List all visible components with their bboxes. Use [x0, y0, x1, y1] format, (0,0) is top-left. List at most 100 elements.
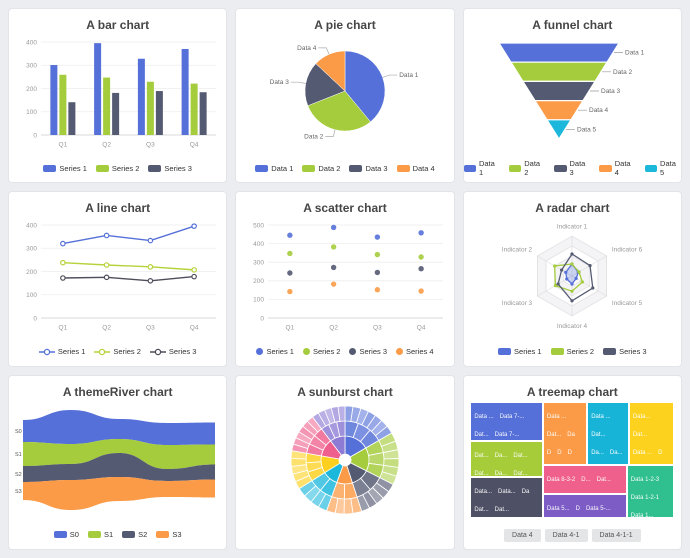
data-point[interactable] [588, 264, 592, 268]
legend-item[interactable]: Data 4 [599, 159, 635, 177]
data-point[interactable] [577, 270, 581, 274]
line-chart-canvas[interactable]: 0 100 200 300 400 Q1 Q2 Q3 Q4 [13, 218, 223, 334]
data-point[interactable] [418, 254, 424, 261]
legend-item[interactable]: Data 2 [508, 159, 545, 177]
river-band[interactable] [22, 409, 215, 445]
bar[interactable] [137, 58, 145, 135]
treemap-canvas[interactable]: Data ... Data 7-... Dat... Data 7-... Dat...… [470, 401, 675, 518]
funnel-segment[interactable] [498, 42, 621, 63]
data-point[interactable] [581, 280, 585, 284]
legend-item[interactable]: Series 1 [256, 347, 294, 356]
legend-item[interactable]: Series 2 [550, 347, 594, 356]
data-point[interactable] [147, 278, 153, 284]
pie-slice[interactable] [304, 63, 346, 107]
data-point[interactable] [330, 244, 337, 250]
legend-item[interactable]: S1 [87, 530, 113, 539]
funnel-segment[interactable] [510, 61, 609, 83]
bar[interactable] [59, 74, 67, 135]
data-point[interactable] [287, 232, 293, 239]
data-point[interactable] [591, 286, 595, 290]
legend-item[interactable]: Series 1 [43, 164, 87, 173]
data-point[interactable] [554, 284, 558, 288]
legend-item[interactable]: Data 3 [349, 164, 388, 173]
bar[interactable] [155, 91, 163, 135]
data-point[interactable] [330, 265, 337, 271]
data-point[interactable] [59, 241, 66, 247]
river-band[interactable] [22, 476, 215, 510]
treemap-block[interactable]: Data ...Dat...Da...Da...Dat...Data 9-1-3… [587, 401, 629, 465]
line-series[interactable] [62, 262, 194, 271]
pie-slice[interactable] [307, 90, 371, 132]
data-point[interactable] [287, 251, 293, 257]
legend-item[interactable]: S3 [156, 530, 182, 539]
legend-item[interactable]: Data 4 [396, 164, 435, 173]
data-point[interactable] [103, 232, 110, 239]
data-point[interactable] [59, 275, 66, 282]
data-point[interactable] [570, 252, 574, 256]
line-series[interactable] [62, 225, 195, 245]
legend-item[interactable]: S2 [122, 530, 147, 539]
legend-item[interactable]: Data 5 [644, 159, 681, 177]
funnel-segment[interactable] [546, 119, 573, 141]
pie-slice[interactable] [315, 50, 346, 92]
bar[interactable] [93, 43, 101, 135]
bar[interactable] [111, 92, 119, 135]
legend-item[interactable]: Series 3 [349, 347, 387, 356]
legend-item[interactable]: Data 2 [302, 164, 340, 173]
data-point[interactable] [570, 262, 574, 266]
bar-chart-canvas[interactable]: 0 100 200 300 400 Q1 Q2 Q3 Q4 [13, 35, 223, 151]
legend-item[interactable]: Series 2 [302, 347, 340, 356]
legend-item[interactable]: Series 3 [603, 347, 647, 356]
legend-item[interactable]: Data 1 [463, 159, 500, 177]
data-point[interactable] [564, 271, 568, 275]
data-point[interactable] [570, 282, 574, 286]
data-point[interactable] [570, 289, 574, 294]
river-band[interactable] [22, 452, 215, 482]
data-point[interactable] [374, 252, 381, 258]
bar[interactable] [50, 65, 58, 135]
data-point[interactable] [570, 299, 574, 303]
data-point[interactable] [147, 238, 153, 244]
data-point[interactable] [374, 287, 381, 293]
data-point[interactable] [330, 225, 337, 231]
legend-item[interactable]: Series 2 [95, 164, 139, 173]
radar-chart-canvas[interactable]: Indicator 1 Indicator 2 Indicator 3 Indicat… [467, 218, 677, 334]
data-point[interactable] [287, 289, 293, 295]
breadcrumb-item[interactable]: Data 4-1 [544, 528, 588, 542]
bar[interactable] [190, 83, 198, 135]
data-point[interactable] [147, 264, 153, 270]
bar[interactable] [102, 77, 110, 135]
treemap-block[interactable]: Dat...Da...Dat...Dat...Da...Dat...Data 2… [470, 441, 543, 478]
legend-item[interactable]: Series 3 [148, 164, 192, 173]
line-series[interactable] [62, 276, 194, 282]
data-point[interactable] [287, 270, 293, 277]
data-point[interactable] [374, 234, 381, 241]
legend-item[interactable]: Series 4 [396, 347, 434, 356]
river-band[interactable] [22, 438, 215, 469]
funnel-segment[interactable] [522, 80, 597, 102]
bar[interactable] [146, 81, 154, 135]
data-point[interactable] [103, 274, 110, 281]
legend-item[interactable]: Series 1 [498, 347, 542, 356]
legend-item[interactable]: Series 3 [149, 347, 196, 356]
data-point[interactable] [418, 266, 424, 272]
bar[interactable] [181, 48, 189, 135]
sunburst-segment[interactable] [337, 405, 346, 422]
data-point[interactable] [190, 274, 197, 280]
data-point[interactable] [190, 267, 197, 274]
treemap-block[interactable]: Data ...Data 7-...Dat...Data 7-...Dat...… [470, 401, 543, 442]
data-point[interactable] [565, 277, 569, 281]
treemap-block[interactable]: Data...Data...DaDat...Dat...Data 6-...Da… [470, 477, 543, 518]
legend-item[interactable]: S0 [53, 530, 79, 539]
data-point[interactable] [190, 223, 197, 230]
data-point[interactable] [374, 270, 381, 276]
funnel-chart-canvas[interactable]: Data 1 Data 2 Data 3 Data 4 Data 5 [467, 35, 677, 151]
legend-item[interactable]: Series 1 [38, 347, 85, 356]
bar[interactable] [68, 102, 76, 135]
data-point[interactable] [103, 262, 110, 269]
sunburst-chart-canvas[interactable] [240, 402, 450, 518]
